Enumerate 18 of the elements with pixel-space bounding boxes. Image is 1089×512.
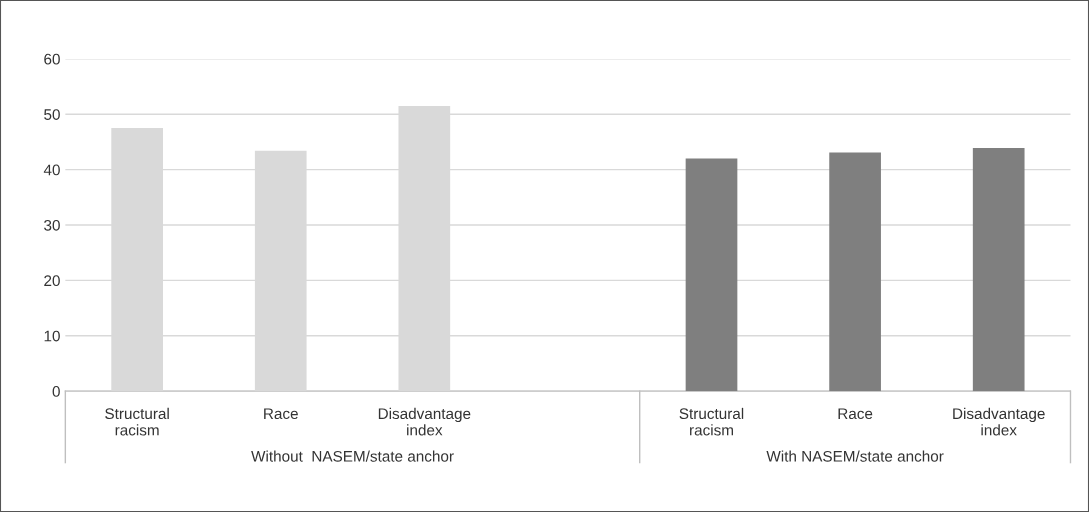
bar xyxy=(829,152,881,392)
y-tick-label: 10 xyxy=(44,330,60,342)
y-tick-label: 50 xyxy=(44,109,60,120)
text: Without NASEM/state anchor xyxy=(251,450,454,462)
y-tick-label: 40 xyxy=(43,164,60,176)
x-tick-label: Structural racism xyxy=(105,407,169,436)
y-tick-label: 30 xyxy=(44,219,60,231)
x-tick-label: Disadvantage index xyxy=(378,407,471,436)
y-tick-label: 20 xyxy=(44,275,60,287)
x-tick-label: Disadvantage index xyxy=(953,407,1045,436)
y-tick-label: 0 xyxy=(52,386,60,397)
bar xyxy=(972,148,1025,392)
x-tick-label: Structural racism xyxy=(679,407,744,436)
x-tick-label: Race xyxy=(838,408,873,420)
text: With NASEM/state anchor xyxy=(766,450,944,462)
bar xyxy=(685,158,738,392)
x-tick-label: Race xyxy=(264,408,298,420)
y-tick-label: 60 xyxy=(44,53,60,65)
